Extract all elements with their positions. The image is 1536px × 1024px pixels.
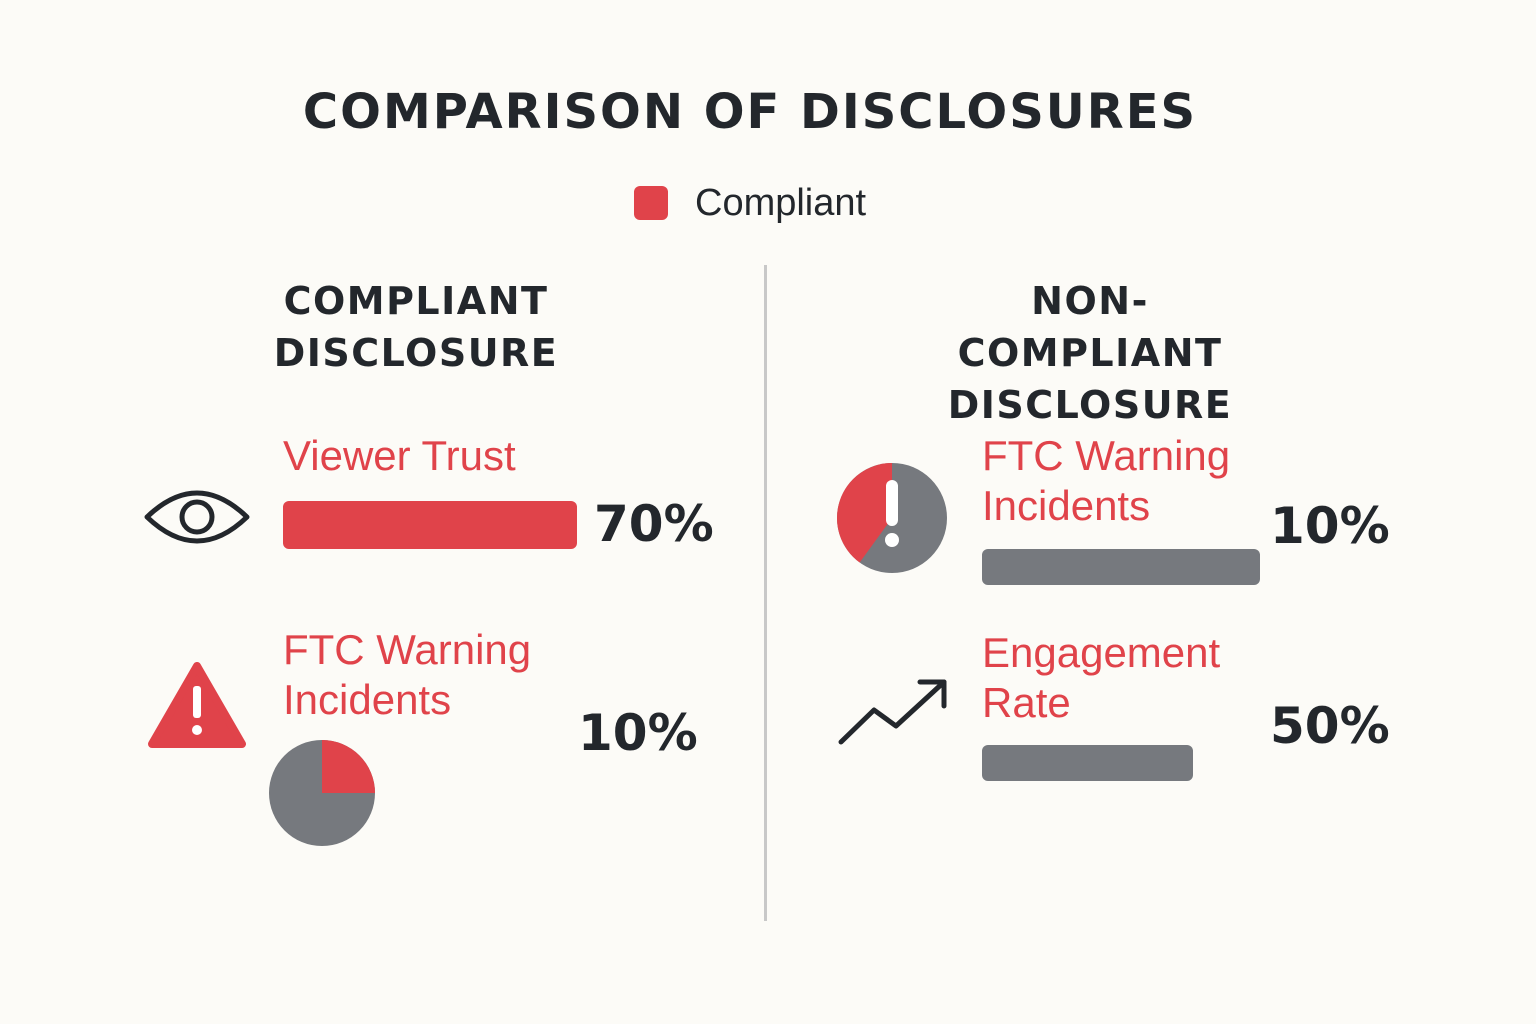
value-ftc-noncompliant: 10% bbox=[1270, 497, 1390, 555]
metric-label-ftc-compliant: FTC Warning Incidents bbox=[283, 626, 532, 723]
metric-label-viewer-trust: Viewer Trust bbox=[283, 432, 516, 479]
legend-swatch-compliant bbox=[634, 186, 668, 220]
bar-viewer-trust bbox=[283, 501, 577, 549]
bar-track-ftc-noncompliant bbox=[982, 549, 1260, 585]
panel-title-compliant: COMPLIANT DISCLOSURE bbox=[273, 279, 559, 375]
bar-ftc-noncompliant bbox=[982, 549, 1260, 585]
warning-triangle-icon bbox=[148, 662, 246, 750]
pie-ftc-compliant bbox=[268, 739, 376, 852]
eye-icon bbox=[143, 483, 251, 551]
metric-label-engagement: Engagement Rate bbox=[982, 629, 1221, 726]
legend-label: Compliant bbox=[695, 181, 867, 224]
value-ftc-compliant: 10% bbox=[578, 704, 698, 762]
legend: Compliant bbox=[634, 181, 866, 225]
panel-title-non-compliant: NON-COMPLIANT DISCLOSURE bbox=[947, 279, 1233, 427]
bar-track-engagement bbox=[982, 745, 1260, 781]
bar-engagement bbox=[982, 745, 1194, 781]
pie-slice-highlight bbox=[322, 740, 375, 793]
bar-track-viewer-trust bbox=[283, 501, 577, 549]
alert-pie-icon bbox=[836, 462, 948, 579]
panel-divider bbox=[764, 265, 767, 921]
value-engagement: 50% bbox=[1270, 697, 1390, 755]
value-viewer-trust: 70% bbox=[594, 495, 714, 553]
metric-label-ftc-noncompliant: FTC Warning Incidents bbox=[982, 432, 1231, 529]
chart-title: COMPARISON OF DISCLOSURES bbox=[302, 84, 1198, 140]
trend-up-icon bbox=[836, 674, 952, 748]
